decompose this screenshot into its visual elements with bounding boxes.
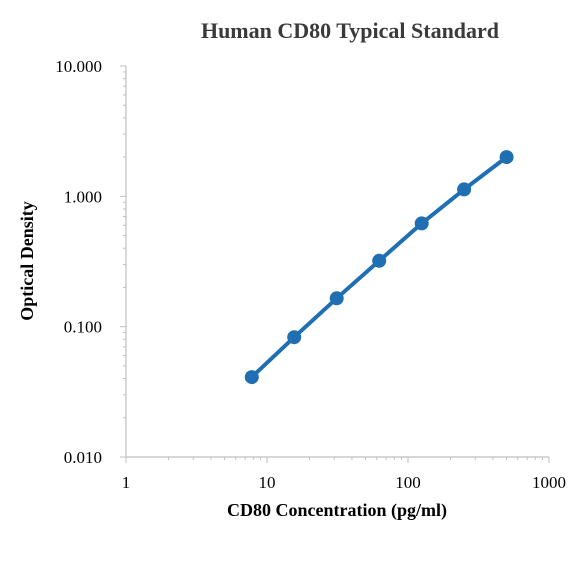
data-point — [499, 150, 514, 165]
data-point — [244, 370, 259, 385]
y-tick-label: 10.000 — [55, 57, 102, 76]
data-point — [414, 216, 429, 231]
data-point — [372, 253, 387, 268]
y-tick-label: 0.100 — [64, 318, 102, 337]
y-axis-ticks — [120, 65, 126, 458]
x-axis-tick-labels: 1 10 100 1000 — [122, 473, 566, 492]
y-tick-label: 0.010 — [64, 448, 102, 467]
chart-title: Human CD80 Typical Standard — [201, 18, 499, 43]
data-point — [457, 182, 472, 197]
data-point — [329, 291, 344, 306]
x-tick-label: 1 — [122, 473, 131, 492]
x-tick-label: 1000 — [532, 473, 566, 492]
y-axis-label: Optical Density — [17, 201, 37, 321]
y-tick-label: 1.000 — [64, 187, 102, 206]
x-axis-ticks — [125, 457, 550, 463]
x-tick-label: 100 — [395, 473, 421, 492]
y-axis-tick-labels: 0.010 0.100 1.000 10.000 — [55, 57, 102, 467]
x-tick-label: 10 — [259, 473, 276, 492]
axes — [125, 66, 549, 458]
data-point — [287, 330, 302, 345]
x-axis-label: CD80 Concentration (pg/ml) — [227, 500, 447, 521]
series-layer — [244, 150, 514, 385]
